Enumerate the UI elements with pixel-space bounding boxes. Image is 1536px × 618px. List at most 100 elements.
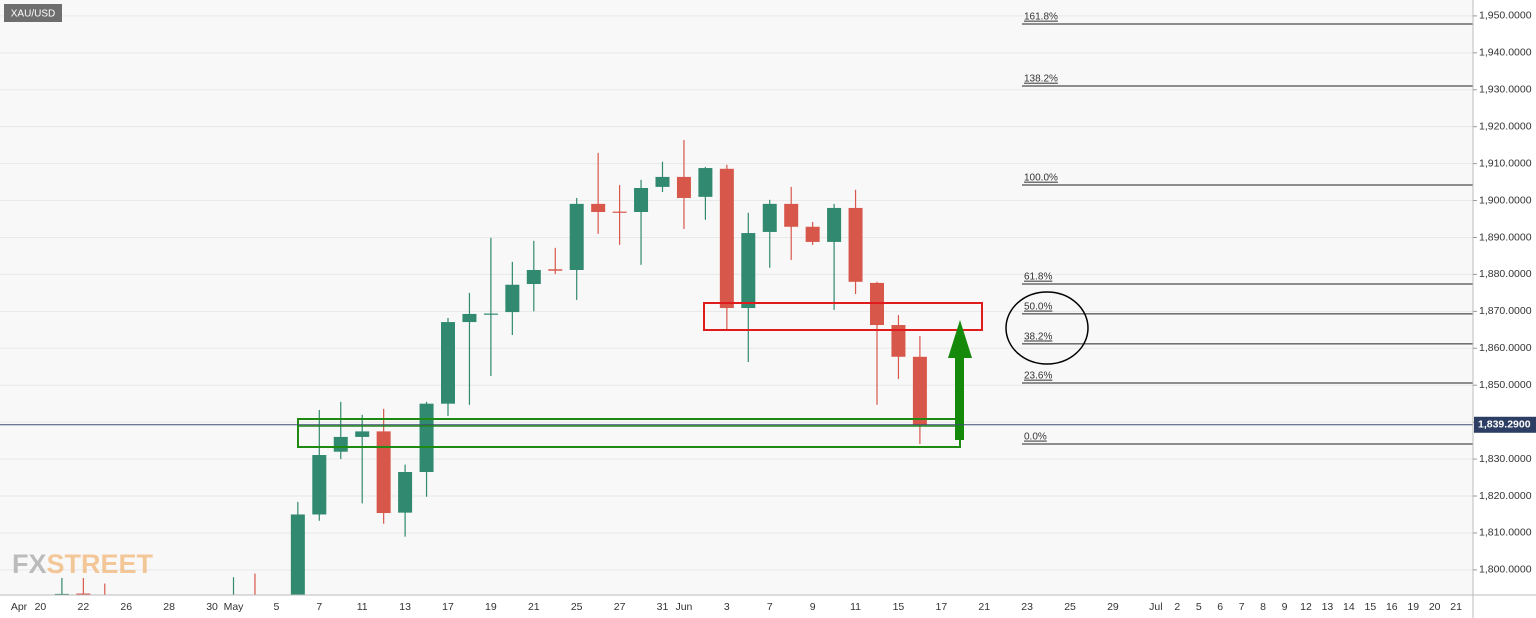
symbol: XAU/USD	[11, 9, 55, 20]
y-tick-label: 1,900.0000	[1479, 194, 1532, 206]
y-tick-label: 1,950.0000	[1479, 10, 1532, 22]
x-tick-label: 7	[767, 601, 773, 613]
candle-body	[848, 207, 863, 282]
candle-body	[569, 203, 584, 270]
x-tick-label: 12	[1300, 601, 1312, 613]
candle-body	[719, 168, 734, 309]
candle-body	[441, 322, 455, 404]
x-tick-label: Jun	[675, 601, 692, 613]
candle-body	[76, 593, 91, 595]
candle-body	[462, 313, 477, 323]
candle-body	[762, 203, 777, 232]
x-tick-label: 19	[485, 601, 497, 613]
fib-level-label: 161.8%	[1024, 12, 1058, 23]
x-tick-label: 30	[206, 601, 218, 613]
axis-layer: 1,800.0000 1,810.0000 1,820.0000 1,830.0000…	[11, 10, 1536, 613]
x-tick-label: 29	[1107, 601, 1119, 613]
x-tick-label: 26	[120, 601, 132, 613]
candle-body	[376, 431, 391, 514]
y-tick-label: 1,910.0000	[1479, 157, 1532, 169]
x-tick-label: Jul	[1149, 601, 1162, 613]
x-tick-label: 7	[1239, 601, 1245, 613]
candle-body	[419, 403, 434, 473]
x-tick-label: 6	[1217, 601, 1223, 613]
candle-body	[741, 233, 756, 309]
grid-layer	[0, 15, 1473, 571]
y-tick-label: 1,810.0000	[1479, 527, 1532, 539]
fib-level-label: 100.0%	[1024, 173, 1058, 184]
fib-level-label: 0.0%	[1024, 432, 1047, 443]
x-tick-label: 21	[978, 601, 990, 613]
current-price-badge	[1474, 416, 1536, 433]
y-tick-label: 1,850.0000	[1479, 379, 1532, 391]
x-tick-label: 31	[657, 601, 669, 613]
x-tick-label: 3	[724, 601, 730, 613]
current-price-label: 1,839.2900	[1478, 419, 1531, 431]
x-tick-label: 15	[1365, 601, 1377, 613]
y-tick-label: 1,830.0000	[1479, 453, 1532, 465]
fib-level-label: 61.8%	[1024, 272, 1052, 283]
x-tick-label: 5	[1196, 601, 1202, 613]
x-tick-label: 23	[1021, 601, 1033, 613]
x-tick-label: 15	[893, 601, 905, 613]
x-tick-label: 19	[1407, 601, 1419, 613]
x-tick-label: 16	[1386, 601, 1398, 613]
x-tick-label: 9	[1282, 601, 1288, 613]
candle-body	[290, 514, 305, 595]
arrow-shaft	[955, 356, 964, 440]
watermark-street: STREET	[47, 549, 154, 579]
fib-level-label: 50.0%	[1024, 302, 1052, 313]
candle-body	[526, 269, 541, 285]
y-tick-label: 1,880.0000	[1479, 268, 1532, 280]
candle-body	[54, 593, 69, 595]
candle-body	[676, 176, 691, 198]
y-tick-label: 1,870.0000	[1479, 305, 1532, 317]
symbol-badge	[4, 4, 62, 22]
arrow-head	[948, 320, 972, 358]
x-tick-label: 21	[528, 601, 540, 613]
candle-body	[312, 455, 327, 515]
x-tick-label: 11	[850, 601, 861, 613]
x-tick-label: 2	[1174, 601, 1180, 613]
x-tick-label: 14	[1343, 601, 1355, 613]
x-tick-label: 7	[316, 601, 322, 613]
candle-body	[891, 325, 906, 357]
candle-body	[634, 187, 649, 212]
watermark: FXSTREET	[12, 549, 154, 579]
x-tick-label: 17	[936, 601, 948, 613]
x-tick-label: 25	[1064, 601, 1076, 613]
x-tick-label: 17	[442, 601, 454, 613]
candle-body	[505, 284, 520, 313]
candle-body	[827, 207, 842, 242]
candle-body	[698, 168, 713, 197]
y-tick-label: 1,940.0000	[1479, 47, 1532, 59]
candle-layer	[54, 139, 927, 595]
x-tick-label: 13	[1322, 601, 1334, 613]
x-tick-label: 21	[1450, 601, 1462, 613]
candle-body	[398, 472, 413, 513]
x-tick-label: 13	[399, 601, 411, 613]
candle-body	[805, 226, 820, 242]
y-tick-label: 1,800.0000	[1479, 564, 1532, 576]
fib-layer: 161.8% 138.2% 100.0% 61.8% 50.0% 38.2% 23.6% 0.…	[1022, 12, 1473, 445]
y-tick-label: 1,890.0000	[1479, 231, 1532, 243]
x-tick-label: 9	[810, 601, 816, 613]
x-tick-label: Apr	[11, 601, 28, 613]
fib-level-label: 38.2%	[1024, 331, 1052, 342]
x-tick-label: 27	[614, 601, 626, 613]
y-tick-label: 1,820.0000	[1479, 490, 1532, 502]
highlight-ellipse	[1005, 291, 1089, 365]
candle-body	[784, 203, 799, 227]
x-tick-label: 25	[571, 601, 583, 613]
candle-body	[355, 431, 370, 437]
candle-body	[591, 203, 606, 212]
candle-body	[548, 269, 563, 271]
fib-level-label: 138.2%	[1024, 74, 1058, 85]
resistance-box	[703, 302, 983, 331]
x-tick-label: 20	[35, 601, 47, 613]
y-tick-label: 1,930.0000	[1479, 84, 1532, 96]
fib-level-label: 23.6%	[1024, 371, 1052, 382]
x-tick-label: 28	[163, 601, 175, 613]
